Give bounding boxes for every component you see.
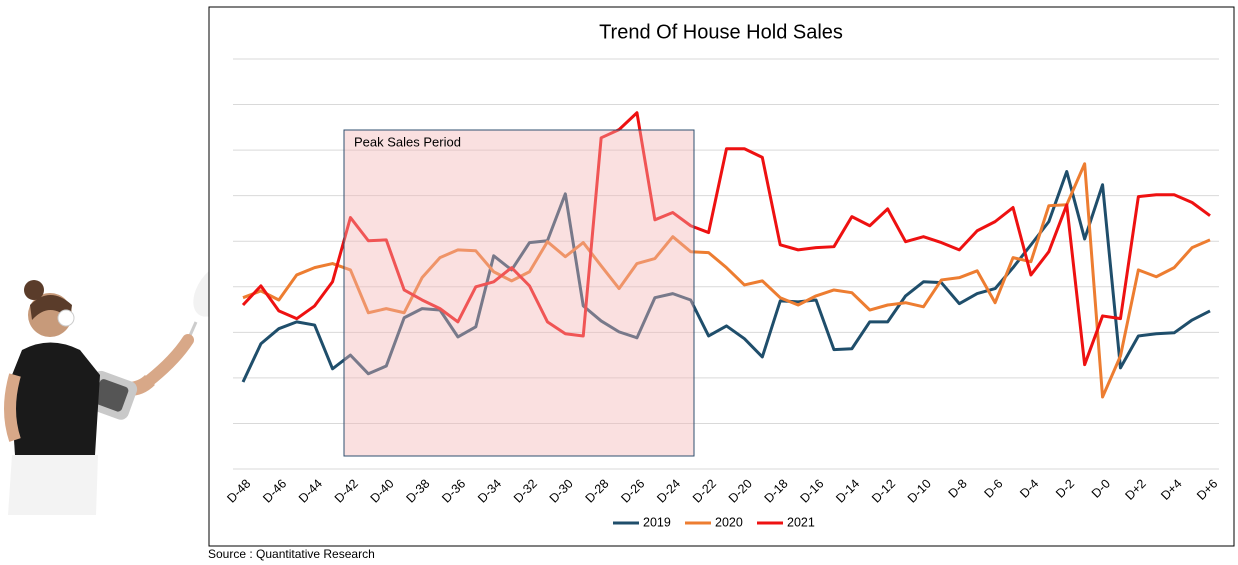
grid xyxy=(233,58,1219,470)
chart-title: Trend Of House Hold Sales xyxy=(599,21,843,43)
annotation-box xyxy=(343,129,695,457)
lines xyxy=(241,111,1211,399)
source: Source : Quantitative Research xyxy=(208,547,375,561)
legend-label: 2020 xyxy=(715,515,743,529)
series-line xyxy=(241,111,1211,367)
legend: 2019 2020 2021 xyxy=(613,515,815,529)
series-line xyxy=(241,170,1211,383)
series-line xyxy=(242,162,1211,399)
person-illustration xyxy=(4,263,239,515)
legend-label: 2021 xyxy=(787,515,815,529)
legend-label: 2019 xyxy=(643,515,671,529)
annotation: Peak Sales Period xyxy=(354,134,461,149)
